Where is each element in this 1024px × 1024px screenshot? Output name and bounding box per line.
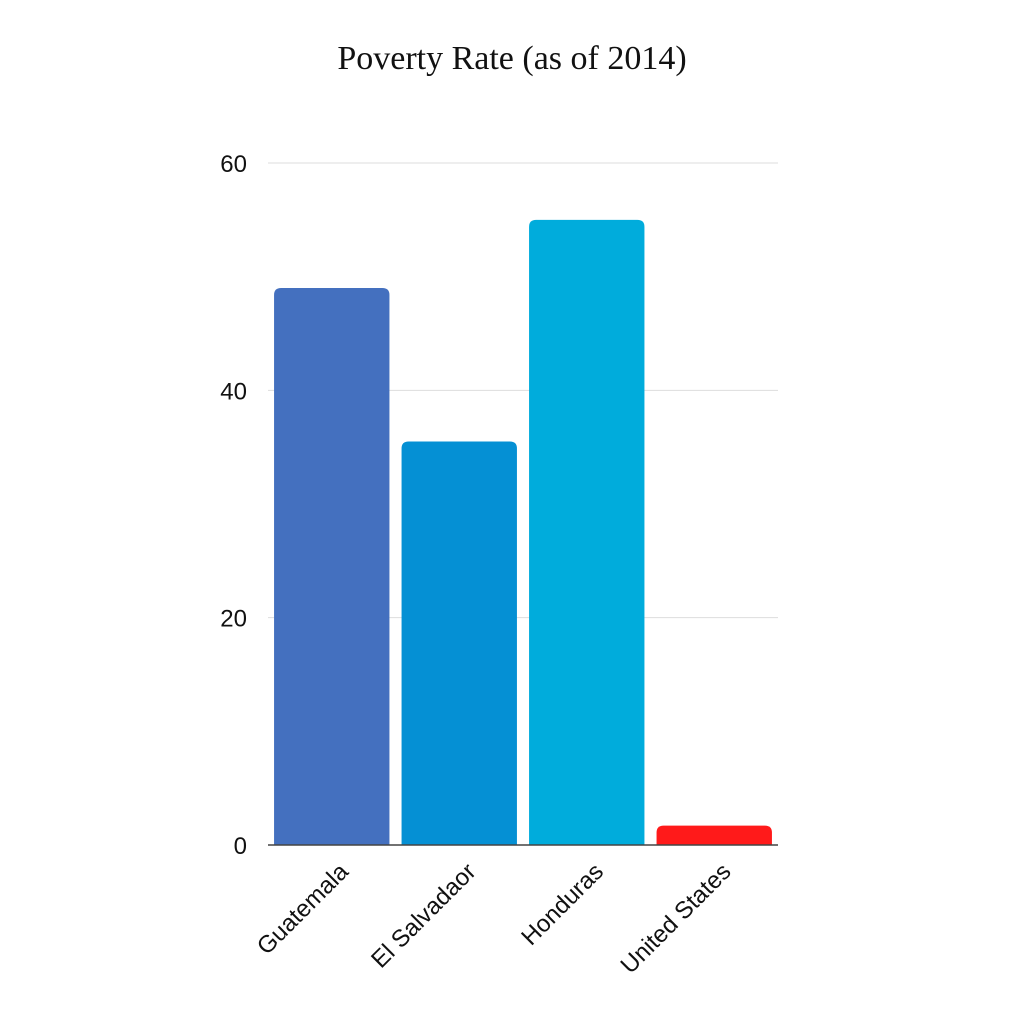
chart-title: Poverty Rate (as of 2014)	[337, 40, 687, 77]
bar-united-states	[656, 825, 772, 845]
y-tick-label: 0	[234, 833, 247, 860]
y-tick-label: 60	[220, 151, 247, 178]
x-tick-label: Honduras	[516, 858, 609, 951]
x-tick-label: Guatemala	[252, 858, 355, 961]
bar-el-salvadaor	[401, 441, 517, 845]
y-tick-label: 20	[220, 606, 247, 633]
y-axis-ticks: 0 20 40 60	[220, 151, 247, 860]
y-tick-label: 40	[220, 378, 247, 405]
bar-guatemala	[274, 288, 390, 845]
bars	[274, 219, 772, 846]
x-tick-label: El Salvadaor	[366, 858, 481, 973]
x-axis-labels: Guatemala El Salvadaor Honduras United Stat…	[252, 858, 737, 979]
bar-honduras	[529, 219, 645, 846]
x-tick-label: United States	[616, 858, 737, 979]
